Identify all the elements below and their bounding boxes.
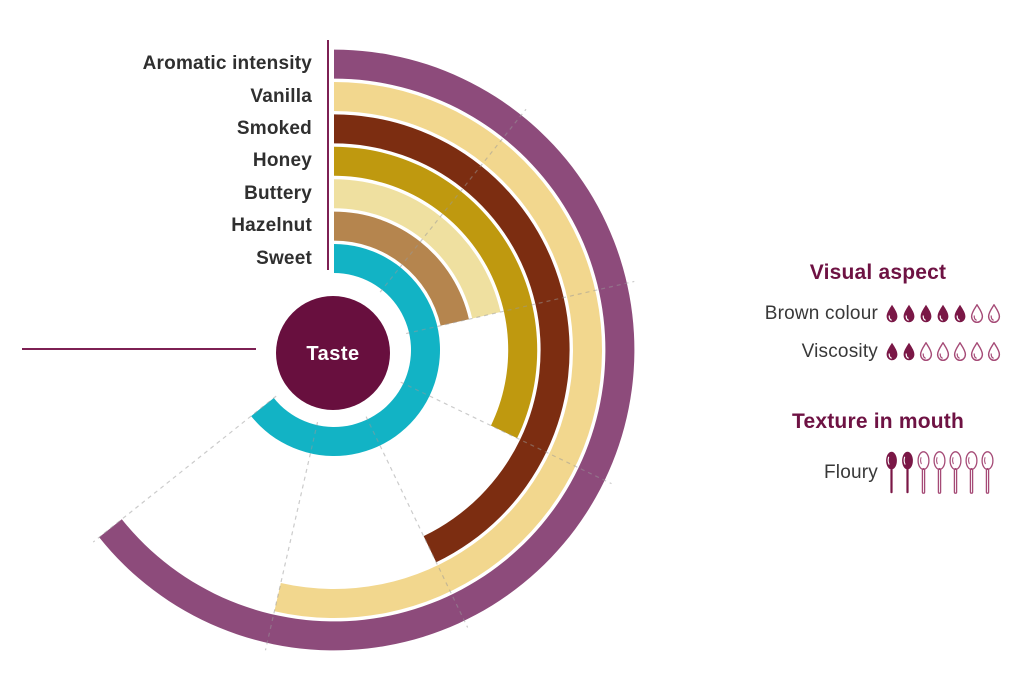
unit-tick-line-2 [406, 280, 635, 335]
droplet-icon-filled [903, 342, 915, 361]
droplet-icon-filled [886, 304, 898, 323]
attribute-labels-layer: Aromatic intensity Vanilla Smoked Honey Butt… [0, 0, 312, 697]
unit-tick-line-3 [400, 381, 612, 485]
droplet-icon-filled [903, 304, 915, 323]
unit-tick-line-4 [365, 416, 469, 628]
viscosity-label: Viscosity [801, 341, 878, 362]
unit-tick-line-5 [264, 422, 319, 651]
unit-tick-line-6 [92, 395, 277, 543]
attribute-label-aromatic-intensity: Aromatic intensity [142, 53, 312, 75]
spoon-icon-empty [965, 451, 978, 494]
arc-smoked [334, 114, 570, 563]
droplet-icon-filled [937, 304, 949, 323]
spoon-icon-empty [917, 451, 930, 494]
attribute-label-sweet: Sweet [256, 247, 312, 269]
arc-buttery [334, 179, 501, 319]
taste-hub-label: Taste [306, 343, 359, 365]
sensory-panel: Visual aspect Brown colour Viscosity Tex… [744, 0, 1012, 697]
droplet-icon-empty [987, 304, 1001, 324]
floury-label: Floury [824, 462, 878, 483]
spoon-icon-empty [981, 451, 994, 494]
droplet-icon-empty [987, 342, 1001, 362]
unit-tick-line-1 [379, 108, 527, 293]
droplet-icon-empty [919, 342, 933, 362]
droplet-icon-filled [920, 304, 932, 323]
droplet-icon-filled [886, 342, 898, 361]
spoon-icon-empty [933, 451, 946, 494]
spoon-icon-filled [886, 451, 897, 494]
spoon-icon-empty [949, 451, 962, 494]
attribute-label-honey: Honey [252, 150, 312, 172]
arc-hazelnut [334, 211, 469, 326]
attribute-label-smoked: Smoked [236, 117, 312, 139]
attribute-label-vanilla: Vanilla [250, 85, 312, 107]
spoon-icon-filled [902, 451, 913, 494]
droplet-icon-empty [970, 342, 984, 362]
arc-sweet [251, 243, 441, 456]
brown-colour-row: Brown colour [744, 301, 1002, 327]
droplet-icon-empty [970, 304, 984, 324]
radial-taste-chart: Taste [22, 40, 635, 651]
droplet-icon-empty [953, 342, 967, 362]
droplet-icon-empty [936, 342, 950, 362]
attribute-label-hazelnut: Hazelnut [231, 215, 312, 237]
viscosity-droplet-rating [884, 342, 1002, 362]
arc-honey [334, 146, 538, 439]
floury-spoon-rating [884, 451, 995, 495]
viscosity-row: Viscosity [744, 339, 1002, 365]
texture-in-mouth-title: Texture in mouth [792, 410, 964, 433]
brown-colour-label: Brown colour [764, 303, 878, 324]
droplet-icon-filled [954, 304, 966, 323]
floury-row: Floury [744, 450, 995, 496]
taste-hub-circle [276, 296, 390, 410]
brown-colour-droplet-rating [884, 304, 1002, 324]
visual-aspect-title: Visual aspect [809, 261, 947, 284]
attribute-label-buttery: Buttery [244, 182, 312, 204]
